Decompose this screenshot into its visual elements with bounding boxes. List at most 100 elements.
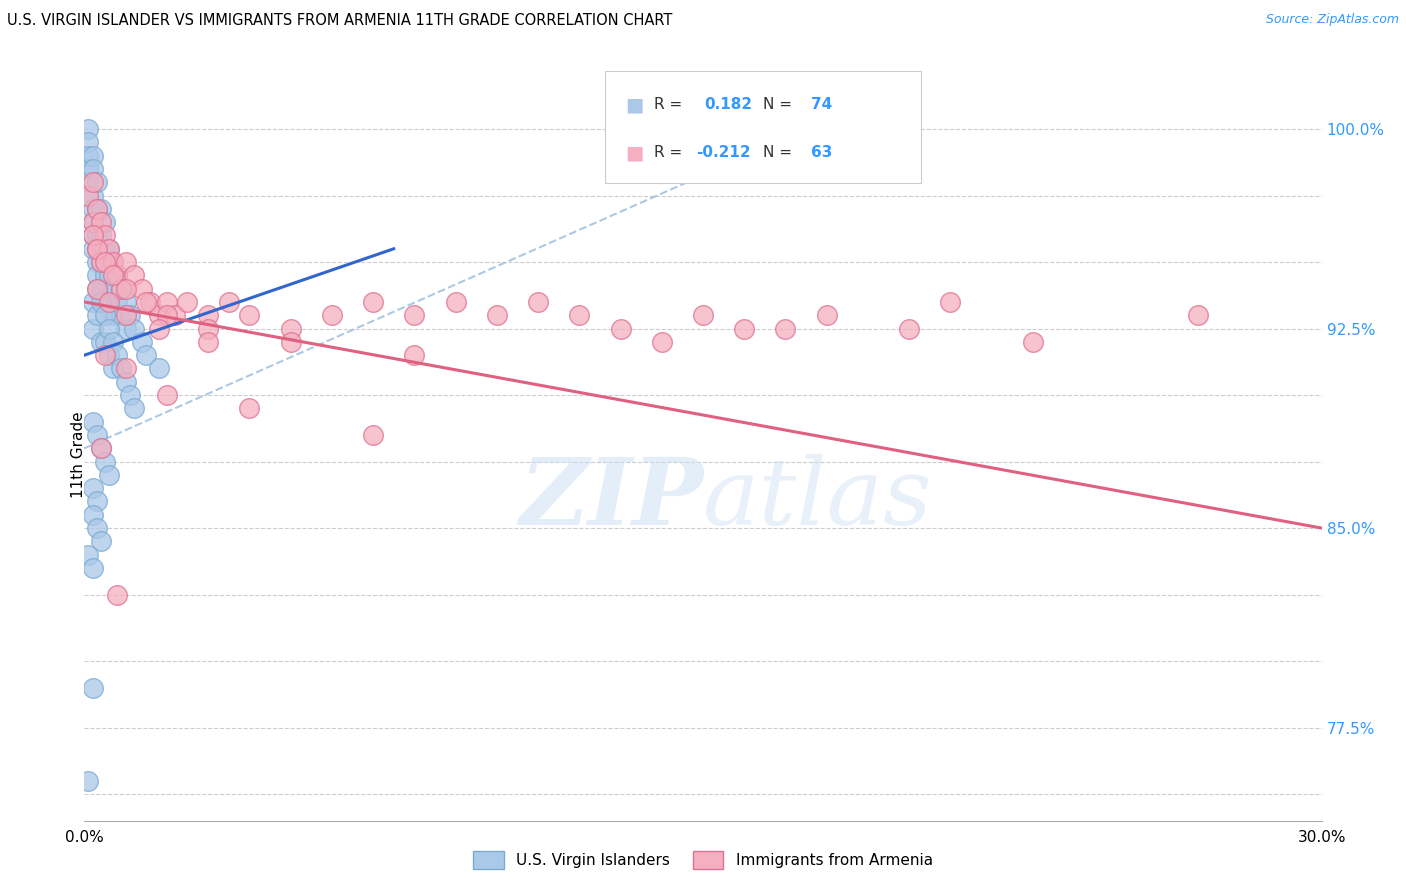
Point	[110, 282, 132, 296]
Y-axis label: 11th Grade: 11th Grade	[72, 411, 86, 499]
Point	[98, 348, 121, 362]
Text: 0.182: 0.182	[704, 97, 752, 112]
Point	[82, 415, 104, 429]
Point	[105, 268, 128, 283]
Text: 74: 74	[811, 97, 832, 112]
Point	[444, 295, 467, 310]
Point	[82, 242, 104, 256]
Text: R =: R =	[654, 145, 688, 161]
Point	[939, 295, 962, 310]
Point	[98, 321, 121, 335]
Point	[122, 401, 145, 416]
Point	[197, 334, 219, 349]
Text: N =: N =	[763, 97, 797, 112]
Point	[90, 228, 112, 243]
Point	[98, 295, 121, 310]
Point	[122, 321, 145, 335]
Point	[103, 308, 125, 322]
Point	[82, 561, 104, 575]
Point	[176, 295, 198, 310]
Point	[156, 388, 179, 402]
Point	[82, 215, 104, 229]
Point	[86, 175, 108, 189]
Point	[94, 308, 117, 322]
Point	[110, 282, 132, 296]
Text: Source: ZipAtlas.com: Source: ZipAtlas.com	[1265, 13, 1399, 27]
Point	[98, 242, 121, 256]
Point	[90, 255, 112, 269]
Point	[90, 255, 112, 269]
Point	[404, 308, 426, 322]
Point	[165, 308, 187, 322]
Point	[139, 295, 162, 310]
Point	[90, 334, 112, 349]
Legend: U.S. Virgin Islanders, Immigrants from Armenia: U.S. Virgin Islanders, Immigrants from A…	[467, 846, 939, 875]
Point	[361, 295, 384, 310]
Point	[1022, 334, 1045, 349]
Point	[77, 161, 100, 176]
Point	[131, 282, 153, 296]
Point	[98, 467, 121, 482]
Point	[77, 188, 100, 202]
Point	[90, 295, 112, 310]
Point	[90, 534, 112, 549]
Text: N =: N =	[763, 145, 797, 161]
Text: -0.212: -0.212	[696, 145, 751, 161]
Point	[94, 228, 117, 243]
Point	[110, 308, 132, 322]
Point	[94, 268, 117, 283]
Text: ■: ■	[626, 144, 644, 162]
Point	[82, 481, 104, 495]
Point	[238, 401, 260, 416]
Point	[86, 282, 108, 296]
Text: R =: R =	[654, 97, 688, 112]
Text: ■: ■	[626, 95, 644, 114]
Point	[114, 255, 136, 269]
Point	[90, 282, 112, 296]
Text: atlas: atlas	[703, 454, 932, 544]
Point	[148, 321, 170, 335]
Point	[82, 228, 104, 243]
Point	[94, 295, 117, 310]
Point	[86, 268, 108, 283]
Point	[82, 321, 104, 335]
Point	[775, 321, 797, 335]
Text: ZIP: ZIP	[519, 454, 703, 544]
Point	[485, 308, 508, 322]
Point	[94, 454, 117, 468]
Point	[77, 175, 100, 189]
Point	[86, 308, 108, 322]
Text: U.S. VIRGIN ISLANDER VS IMMIGRANTS FROM ARMENIA 11TH GRADE CORRELATION CHART: U.S. VIRGIN ISLANDER VS IMMIGRANTS FROM …	[7, 13, 672, 29]
Text: 63: 63	[811, 145, 832, 161]
Point	[86, 202, 108, 216]
Point	[114, 375, 136, 389]
Point	[733, 321, 755, 335]
Point	[90, 442, 112, 456]
Point	[815, 308, 838, 322]
Point	[118, 308, 141, 322]
Point	[77, 773, 100, 788]
Point	[103, 268, 125, 283]
Point	[110, 361, 132, 376]
Point	[105, 348, 128, 362]
Point	[148, 308, 170, 322]
Point	[1187, 308, 1209, 322]
Point	[404, 348, 426, 362]
Point	[651, 334, 673, 349]
Point	[77, 149, 100, 163]
Point	[82, 681, 104, 695]
Point	[94, 334, 117, 349]
Point	[527, 295, 550, 310]
Point	[280, 334, 302, 349]
Point	[82, 188, 104, 202]
Point	[280, 321, 302, 335]
Point	[82, 508, 104, 522]
Point	[86, 242, 108, 256]
Point	[103, 334, 125, 349]
Point	[98, 242, 121, 256]
Point	[148, 361, 170, 376]
Point	[114, 361, 136, 376]
Point	[86, 282, 108, 296]
Point	[105, 295, 128, 310]
Point	[568, 308, 591, 322]
